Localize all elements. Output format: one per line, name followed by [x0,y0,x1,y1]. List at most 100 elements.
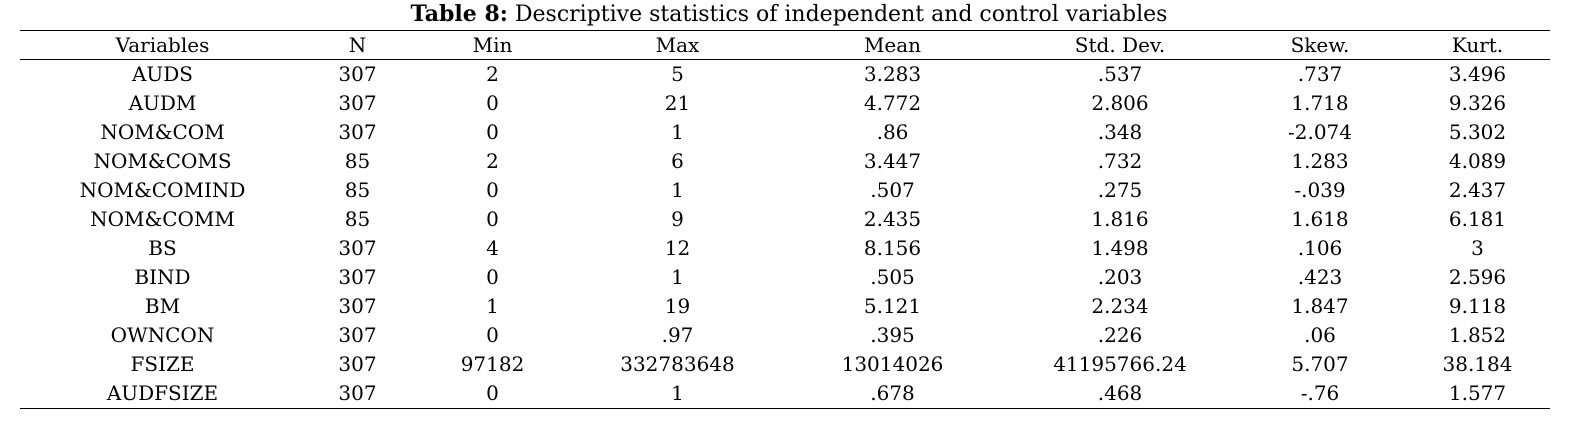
cell-variable: AUDFSIZE [106,381,219,405]
table-row: BIND 307 0 1 .505 .203 .423 2.596 [20,263,1550,292]
cell-n: 307 [338,352,377,376]
cell-n: 307 [338,120,377,144]
cell-variable: AUDS [131,62,194,86]
table-row: NOM&COMIND 85 0 1 .507 .275 -.039 2.437 [20,176,1550,205]
cell-kurt: 3.496 [1448,62,1507,86]
table-row: NOM&COM 307 0 1 .86 .348 -2.074 5.302 [20,118,1550,147]
cell-min: 0 [486,207,499,231]
table-row: AUDS 307 2 5 3.283 .537 .737 3.496 [20,60,1550,90]
header-mean: Mean [863,33,922,57]
cell-variable: OWNCON [110,323,215,347]
cell-n: 307 [338,236,377,260]
cell-variable: NOM&COMM [90,207,235,231]
cell-variable: FSIZE [130,352,195,376]
cell-std-dev: .732 [1097,149,1143,173]
header-n: N [348,33,367,57]
cell-max: 19 [664,294,691,318]
cell-n: 307 [338,62,377,86]
cell-mean: .395 [870,323,915,347]
table-row: BM 307 1 19 5.121 2.234 1.847 9.118 [20,292,1550,321]
table-row: BS 307 4 12 8.156 1.498 .106 3 [20,234,1550,263]
cell-min: 0 [486,265,499,289]
cell-kurt: 5.302 [1448,120,1507,144]
cell-mean: .86 [876,120,909,144]
cell-skew: 1.847 [1291,294,1349,318]
header-min: Min [472,33,513,57]
cell-variable: BM [144,294,181,318]
cell-n: 307 [338,294,377,318]
cell-variable: AUDM [128,91,197,115]
cell-max: 1 [671,178,684,202]
cell-skew: .737 [1297,62,1343,86]
cell-kurt: 2.437 [1448,178,1507,202]
cell-n: 307 [338,323,377,347]
cell-max: 1 [671,381,684,405]
cell-max: .97 [661,323,694,347]
cell-min: 2 [486,149,499,173]
table-header-row: Variables N Min Max Mean Std. Dev. Skew.… [20,30,1550,60]
header-std-dev: Std. Dev. [1074,33,1166,57]
cell-std-dev: .468 [1097,381,1143,405]
cell-min: 1 [486,294,499,318]
cell-kurt: 6.181 [1448,207,1507,231]
cell-min: 97182 [460,352,525,376]
cell-std-dev: 1.816 [1091,207,1149,231]
cell-std-dev: .537 [1097,62,1143,86]
table-row: NOM&COMS 85 2 6 3.447 .732 1.283 4.089 [20,147,1550,176]
cell-skew: -.039 [1294,178,1346,202]
cell-variable: BS [148,236,177,260]
cell-mean: 3.283 [863,62,922,86]
cell-variable: BIND [134,265,191,289]
table-row: OWNCON 307 0 .97 .395 .226 .06 1.852 [20,321,1550,350]
cell-variable: NOM&COMIND [79,178,246,202]
cell-min: 0 [486,91,499,115]
cell-skew: -.76 [1300,381,1340,405]
cell-mean: 4.772 [863,91,922,115]
cell-n: 85 [344,149,371,173]
cell-max: 332783648 [620,352,735,376]
descriptive-statistics-table: Variables N Min Max Mean Std. Dev. Skew.… [20,30,1550,409]
cell-mean: 5.121 [863,294,922,318]
cell-variable: NOM&COM [100,120,225,144]
header-skew: Skew. [1290,33,1350,57]
cell-skew: 1.618 [1291,207,1349,231]
cell-skew: 1.283 [1291,149,1349,173]
cell-n: 307 [338,265,377,289]
cell-n: 85 [344,207,371,231]
cell-skew: .06 [1304,323,1336,347]
cell-n: 307 [338,381,377,405]
cell-std-dev: 1.498 [1091,236,1149,260]
cell-max: 1 [671,120,684,144]
cell-skew: -2.074 [1287,120,1352,144]
cell-std-dev: .226 [1097,323,1143,347]
cell-kurt: 9.118 [1448,294,1507,318]
cell-n: 85 [344,178,371,202]
cell-mean: .505 [870,265,915,289]
cell-kurt: 2.596 [1448,265,1507,289]
cell-std-dev: 2.806 [1091,91,1149,115]
cell-max: 12 [664,236,691,260]
table-caption: Table 8: Descriptive statistics of indep… [0,0,1578,28]
cell-std-dev: 41195766.24 [1053,352,1187,376]
cell-std-dev: .203 [1097,265,1143,289]
cell-max: 9 [671,207,684,231]
cell-n: 307 [338,91,377,115]
cell-kurt: 4.089 [1448,149,1507,173]
header-variables: Variables [115,33,210,57]
cell-mean: 3.447 [863,149,922,173]
cell-min: 0 [486,381,499,405]
cell-min: 2 [486,62,499,86]
cell-skew: 5.707 [1291,352,1349,376]
cell-kurt: 3 [1471,236,1484,260]
table-caption-label: Table 8: [410,1,508,27]
cell-mean: .507 [870,178,915,202]
cell-mean: 13014026 [841,352,944,376]
cell-skew: .106 [1297,236,1343,260]
cell-max: 5 [671,62,684,86]
cell-kurt: 1.852 [1448,323,1507,347]
table-row: AUDFSIZE 307 0 1 .678 .468 -.76 1.577 [20,379,1550,409]
cell-max: 21 [664,91,691,115]
table-row: NOM&COMM 85 0 9 2.435 1.816 1.618 6.181 [20,205,1550,234]
cell-std-dev: .348 [1097,120,1143,144]
cell-kurt: 9.326 [1448,91,1507,115]
